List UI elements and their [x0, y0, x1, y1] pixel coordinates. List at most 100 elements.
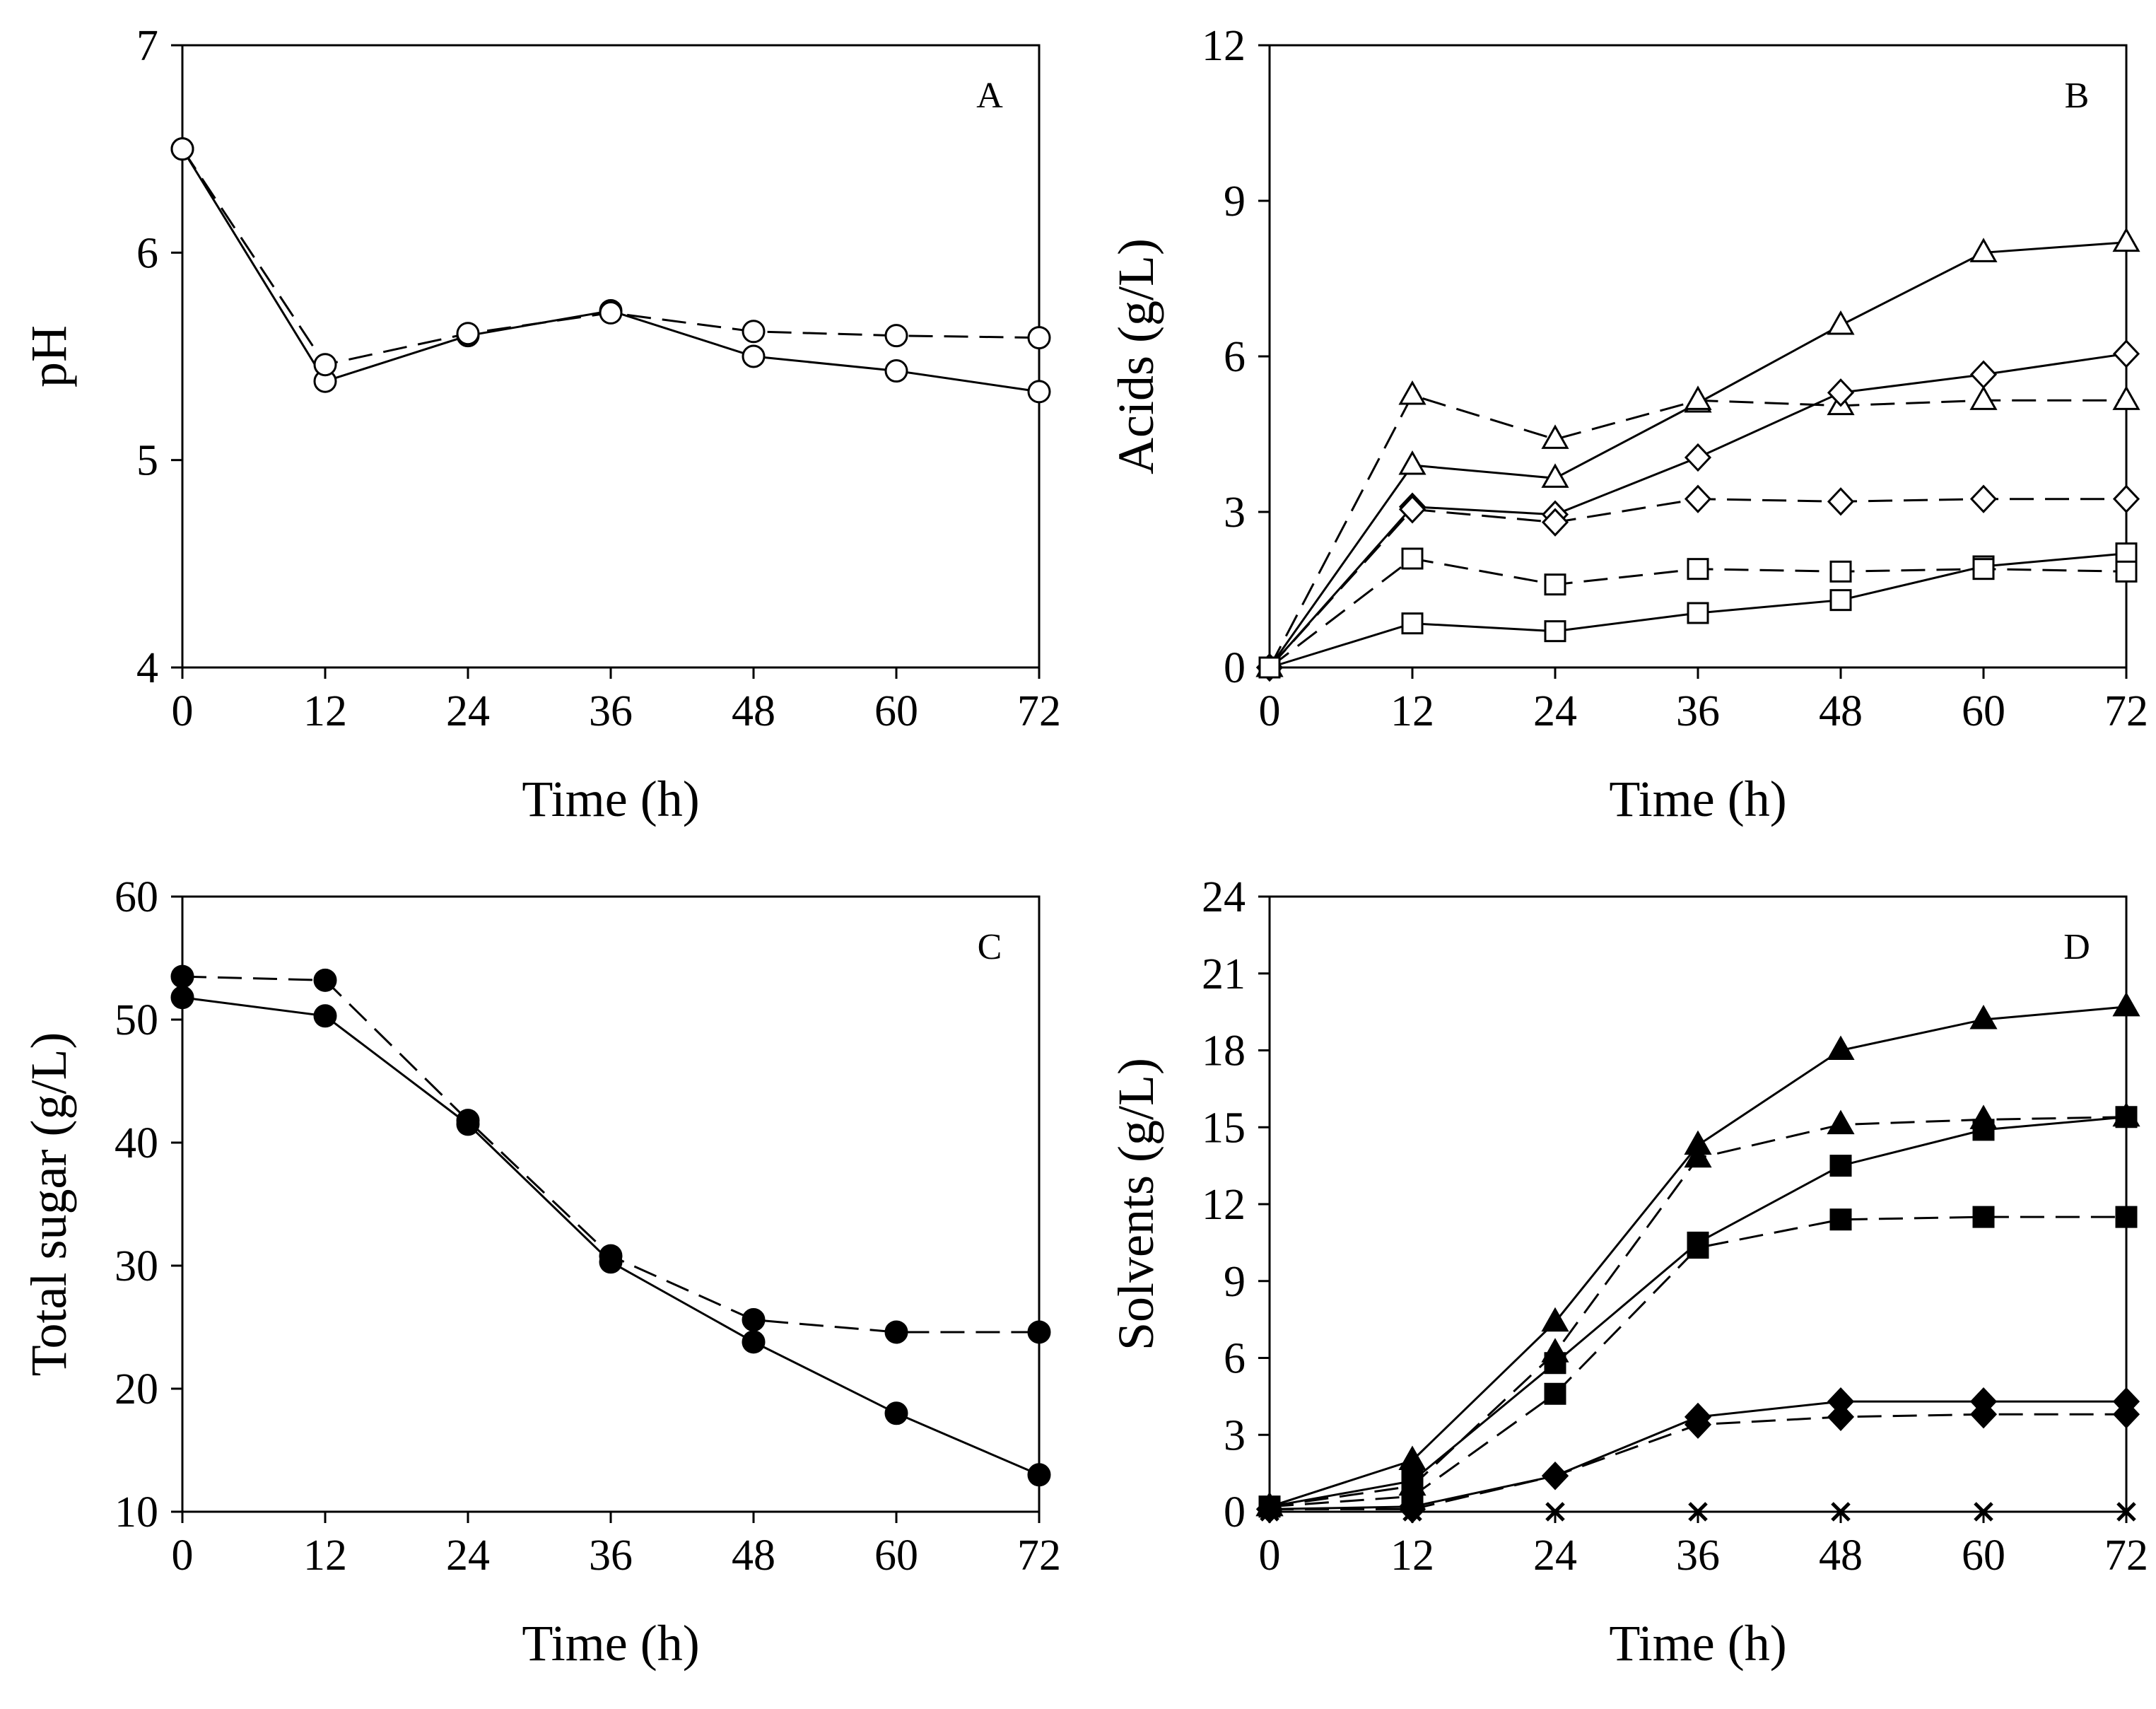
data-point — [1972, 558, 1995, 581]
data-point — [1972, 1119, 1995, 1141]
y-tick-label: 30 — [115, 1242, 158, 1290]
y-tick-label: 24 — [1202, 873, 1246, 921]
y-tick-label: 7 — [136, 22, 158, 70]
data-point — [1969, 238, 1998, 262]
data-point — [1687, 558, 1709, 581]
panel-label: B — [2065, 76, 2090, 116]
y-tick-label: 6 — [136, 229, 158, 277]
y-tick-label: 0 — [1224, 1488, 1246, 1536]
x-tick-label: 36 — [589, 687, 633, 735]
data-point — [1401, 612, 1424, 635]
x-tick-label: 0 — [1259, 687, 1281, 735]
data-point — [1969, 360, 1998, 389]
data-point — [1829, 560, 1852, 583]
data-point — [1401, 547, 1424, 570]
data-point — [1972, 1206, 1995, 1228]
y-tick-label: 0 — [1224, 644, 1246, 692]
data-point — [2115, 1206, 2138, 1228]
data-point — [884, 1320, 908, 1344]
data-point — [456, 1109, 480, 1133]
data-point — [884, 1401, 908, 1425]
data-point — [1684, 1410, 1712, 1439]
series-diamond-open-dashed — [1255, 484, 2140, 682]
series-square-open-dashed — [1258, 547, 2138, 679]
data-point — [1541, 424, 1569, 449]
x-tick-label: 0 — [1259, 1532, 1281, 1580]
series-circle-filled-dashed — [170, 964, 1051, 1344]
data-point — [1541, 1307, 1569, 1332]
x-tick-label: 72 — [1017, 687, 1061, 735]
data-point — [1829, 589, 1852, 612]
data-point — [1027, 380, 1051, 404]
x-tick-label: 12 — [303, 687, 347, 735]
x-tick-label: 12 — [303, 1532, 347, 1580]
data-point — [1827, 310, 1855, 335]
data-point — [2115, 1106, 2138, 1128]
panel-c: 0 12 24 36 48 60 72 10 20 30 40 50 60 Time (h) Total s… — [20, 873, 1061, 1672]
y-tick-label: 6 — [1224, 1335, 1246, 1383]
x-tick-label: 60 — [1962, 687, 2005, 735]
data-point — [1545, 1502, 1565, 1522]
panel-label: D — [2063, 927, 2090, 967]
data-point — [1684, 443, 1712, 472]
data-point — [1827, 1402, 1855, 1432]
x-tick-label: 72 — [2104, 1532, 2148, 1580]
data-point — [456, 322, 480, 346]
data-point — [742, 344, 766, 368]
data-point — [2112, 339, 2140, 368]
y-tick-label: 3 — [1224, 1411, 1246, 1459]
data-point — [170, 137, 194, 161]
x-tick-label: 24 — [1533, 1532, 1577, 1580]
y-tick-label: 18 — [1202, 1027, 1246, 1075]
data-point — [1827, 1109, 1855, 1135]
data-point — [1829, 1208, 1852, 1231]
data-point — [1684, 484, 1712, 513]
data-point — [1398, 495, 1426, 524]
data-point — [1687, 1237, 1709, 1259]
data-point — [2112, 385, 2140, 410]
x-tick-label: 48 — [1819, 1532, 1863, 1580]
x-tick-label: 24 — [446, 687, 490, 735]
data-point — [1688, 1502, 1708, 1522]
y-tick-label: 5 — [136, 437, 158, 485]
data-point — [2115, 542, 2138, 565]
y-tick-label: 60 — [115, 873, 158, 921]
data-point — [1827, 378, 1855, 407]
y-tick-label: 40 — [115, 1119, 158, 1167]
y-tick-label: 10 — [115, 1488, 158, 1536]
data-point — [313, 353, 337, 377]
y-axis-label: Acids (g/L) — [1108, 238, 1164, 474]
data-point — [1541, 463, 1569, 488]
data-point — [1398, 380, 1426, 405]
x-tick-label: 60 — [1962, 1532, 2005, 1580]
data-point — [884, 324, 908, 348]
y-axis-label: pH — [20, 325, 77, 387]
data-point — [1827, 1035, 1855, 1060]
x-tick-label: 60 — [874, 687, 918, 735]
y-tick-label: 21 — [1202, 950, 1246, 998]
x-axis-label: Time (h) — [1609, 1615, 1786, 1672]
y-tick-label: 15 — [1202, 1104, 1246, 1152]
x-tick-label: 60 — [874, 1532, 918, 1580]
data-point — [599, 301, 623, 325]
x-tick-label: 36 — [1676, 687, 1720, 735]
x-tick-label: 48 — [732, 1532, 775, 1580]
data-point — [1027, 1320, 1051, 1344]
data-point — [2116, 1502, 2136, 1522]
data-point — [742, 1308, 766, 1332]
panel-a: 0 12 24 36 48 60 72 4 5 6 7 Time (h) pH A — [20, 22, 1061, 827]
y-tick-label: 12 — [1202, 1181, 1246, 1229]
x-tick-label: 12 — [1390, 1532, 1434, 1580]
data-point — [1027, 326, 1051, 350]
panel-label: C — [978, 927, 1002, 967]
y-axis-label: Total sugar (g/L) — [20, 1032, 77, 1377]
x-axis-label: Time (h) — [522, 771, 699, 827]
data-point — [1687, 602, 1709, 624]
y-tick-label: 9 — [1224, 177, 1246, 226]
data-point — [1402, 1502, 1422, 1522]
y-tick-label: 50 — [115, 996, 158, 1044]
x-tick-label: 0 — [172, 1532, 194, 1580]
data-point — [2115, 560, 2138, 583]
